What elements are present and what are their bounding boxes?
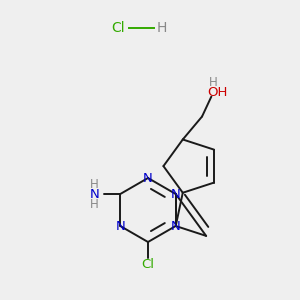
Text: N: N [171, 188, 181, 200]
Text: N: N [143, 172, 153, 184]
Text: H: H [90, 199, 99, 212]
Text: H: H [90, 178, 99, 190]
Text: N: N [89, 188, 99, 200]
Text: H: H [157, 21, 167, 35]
Text: N: N [171, 220, 181, 232]
Text: N: N [116, 220, 125, 232]
Text: H: H [209, 76, 218, 89]
Text: OH: OH [207, 86, 228, 99]
Text: Cl: Cl [111, 21, 125, 35]
Text: Cl: Cl [142, 257, 154, 271]
